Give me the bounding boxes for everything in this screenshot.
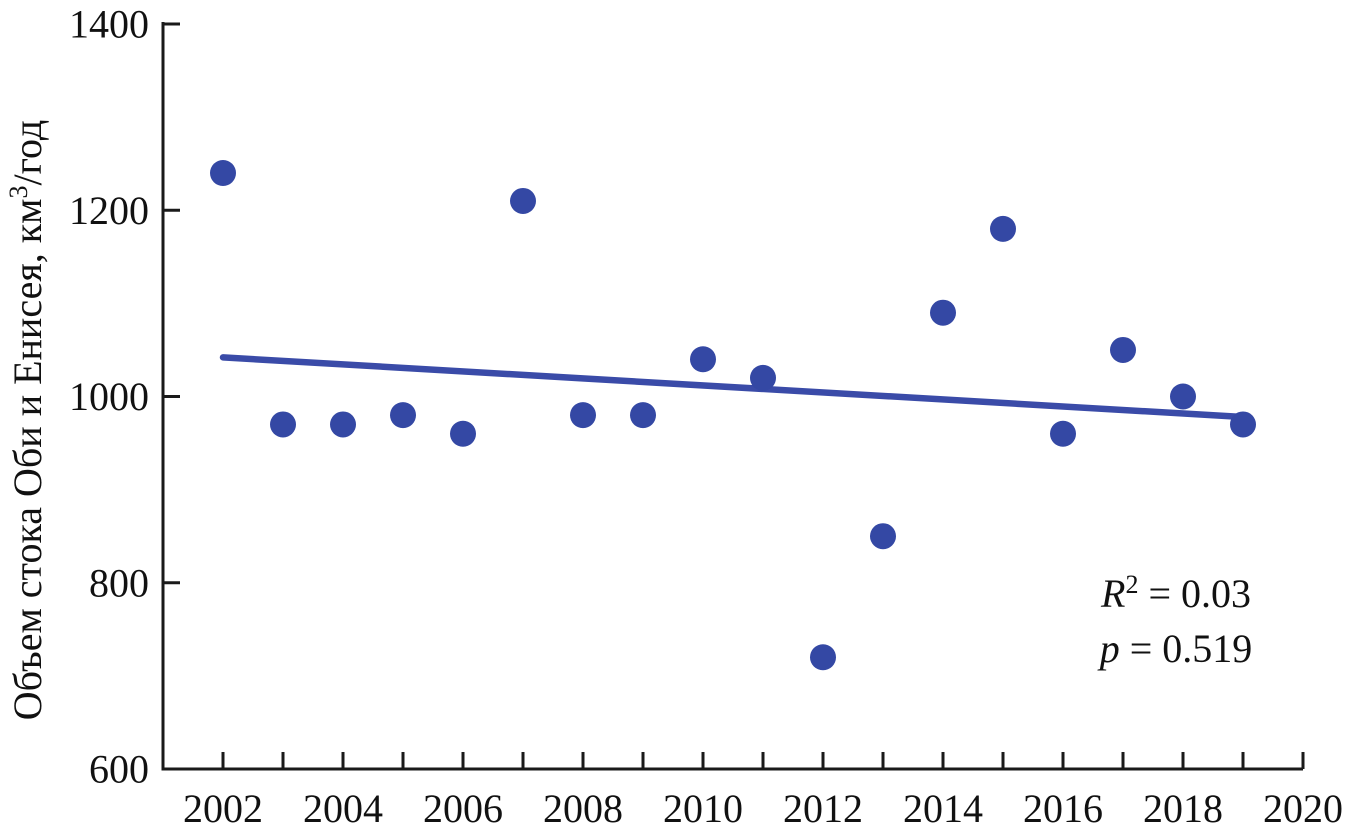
- x-tick-label: 2008: [543, 786, 623, 831]
- data-point: [1050, 420, 1076, 447]
- data-point: [870, 523, 896, 550]
- data-point: [270, 411, 296, 438]
- x-tick-label: 2006: [423, 786, 503, 831]
- x-tick-label: 2012: [783, 786, 863, 831]
- y-tick-label: 600: [89, 747, 149, 792]
- y-axis-title-units: /год: [5, 119, 50, 186]
- x-tick-label: 2014: [903, 786, 983, 831]
- r-squared-symbol: R: [1101, 571, 1126, 616]
- y-tick-label: 1200: [69, 188, 149, 233]
- r-squared-exponent: 2: [1125, 570, 1139, 599]
- data-point: [990, 215, 1016, 242]
- y-tick-label: 1000: [69, 374, 149, 419]
- data-point: [210, 160, 236, 186]
- r-squared-line: R2 = 0.03: [1026, 566, 1326, 621]
- data-point: [930, 299, 956, 326]
- data-point: [570, 402, 596, 429]
- x-tick-label: 2004: [303, 786, 383, 831]
- data-point: [630, 402, 656, 429]
- y-axis-title-superscript: 3: [4, 185, 33, 199]
- x-tick-label: 2020: [1263, 786, 1343, 831]
- data-point: [330, 411, 356, 438]
- data-point: [1110, 336, 1136, 363]
- p-value: = 0.519: [1119, 626, 1253, 671]
- x-tick-label: 2002: [183, 786, 263, 831]
- data-point: [810, 644, 836, 671]
- x-tick-label: 2018: [1143, 786, 1223, 831]
- stats-annotation: R2 = 0.03 p = 0.519: [1026, 566, 1326, 676]
- data-point: [1230, 411, 1256, 438]
- data-point: [390, 402, 416, 429]
- x-tick-label: 2010: [663, 786, 743, 831]
- y-tick-label: 800: [89, 560, 149, 605]
- data-point: [750, 364, 776, 391]
- trend-line: [219, 354, 1247, 421]
- data-point: [1170, 383, 1196, 410]
- y-axis-title-text: Объем стока Оби и Енисея, км: [5, 198, 50, 721]
- data-point: [450, 420, 476, 447]
- y-axis-title: Объем стока Оби и Енисея, км3/год: [4, 70, 52, 770]
- p-value-line: p = 0.519: [1026, 621, 1326, 676]
- data-point: [690, 346, 716, 373]
- data-point: [510, 187, 536, 214]
- x-tick-label: 2016: [1023, 786, 1103, 831]
- r-squared-value: = 0.03: [1138, 571, 1251, 616]
- p-symbol: p: [1099, 626, 1120, 671]
- y-tick-label: 1400: [69, 2, 149, 47]
